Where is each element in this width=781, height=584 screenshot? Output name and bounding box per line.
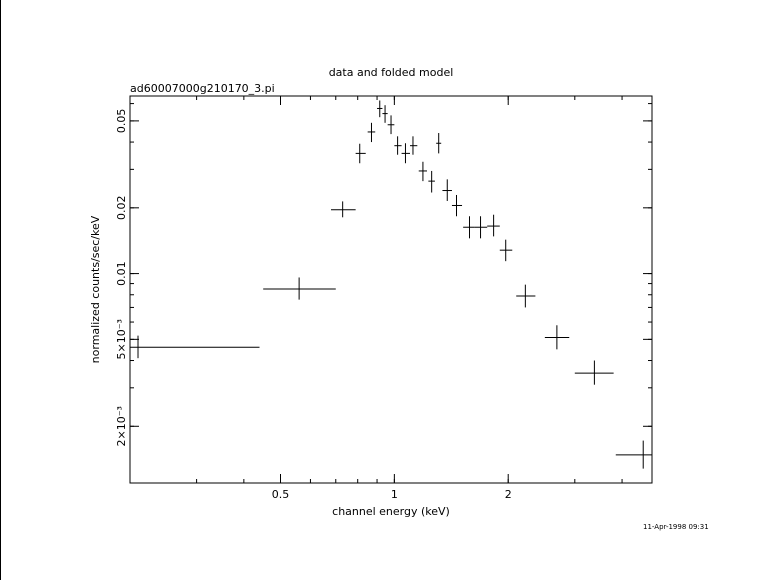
data-point [574,360,614,385]
x-tick-label: 1 [391,488,398,501]
y-tick-label: 0.01 [115,261,128,286]
x-axis-label: channel energy (keV) [332,505,450,518]
y-tick-label: 0.02 [115,196,128,221]
data-layer [130,100,652,469]
x-tick-label: 2 [505,488,512,501]
data-point [615,440,652,469]
data-point [474,216,488,239]
y-tick-label: 0.05 [115,109,128,133]
data-point [355,143,366,164]
data-point [263,277,336,300]
data-point [436,133,442,154]
ticks-layer: 0.5 1 2 2×10⁻³ 5×10⁻³ 0.01 0.02 0.05 [115,96,652,501]
data-point [401,143,411,164]
data-point [394,136,402,155]
data-point [442,179,452,201]
chart-subtitle: ad60007000g210170_3.pi [130,82,275,95]
y-tick-label: 5×10⁻³ [115,319,128,359]
y-tick-label: 2×10⁻³ [115,406,128,446]
data-point [130,335,260,359]
data-point [516,284,536,308]
window-left-border [0,0,1,580]
data-point [418,161,428,182]
data-point [499,239,513,262]
timestamp: 11-Apr-1998 09:31 [643,523,709,531]
data-point [382,105,388,123]
plot-frame [129,95,653,484]
data-point [428,170,435,193]
data-point [487,214,500,237]
data-point [410,136,418,155]
data-point [544,325,570,350]
data-point [387,115,395,135]
data-point [331,201,356,218]
data-point [367,122,376,143]
data-point [463,216,475,239]
data-point [451,194,463,217]
x-tick-label: 0.5 [272,488,290,501]
y-axis-label: normalized counts/sec/keV [89,215,102,363]
chart-title: data and folded model [329,66,454,79]
data-point [377,100,383,118]
